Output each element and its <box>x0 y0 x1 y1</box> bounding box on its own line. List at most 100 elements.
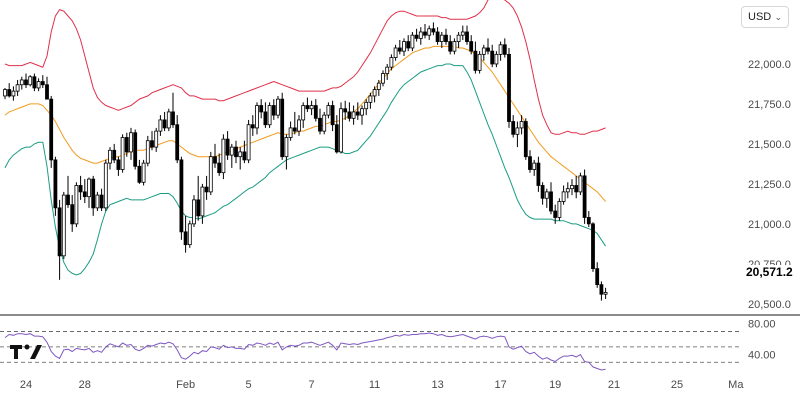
candle <box>49 95 54 168</box>
candle <box>259 99 264 119</box>
candle <box>61 191 66 260</box>
candle <box>439 31 444 48</box>
currency-select[interactable]: USD ⌄ <box>741 6 789 28</box>
candle <box>490 44 495 68</box>
candle-body-up <box>364 101 369 110</box>
candle <box>502 38 507 58</box>
candle-body-down <box>313 105 318 119</box>
candle <box>343 100 348 120</box>
candle <box>469 35 474 55</box>
candle <box>528 150 532 173</box>
candle-body-down <box>523 121 528 158</box>
candle-body-down <box>171 111 175 126</box>
candle <box>355 102 360 120</box>
candle <box>19 76 24 90</box>
candle <box>549 182 553 215</box>
candle <box>591 222 595 272</box>
time-tick-label: 7 <box>309 379 315 391</box>
candle <box>460 25 465 40</box>
price-tick-label: 22,000.0 <box>748 59 791 71</box>
candle-body-up <box>95 194 100 209</box>
candle <box>124 132 129 157</box>
candle <box>532 159 537 176</box>
candle-body-down <box>175 124 180 161</box>
candle <box>406 35 411 52</box>
candle <box>326 102 331 119</box>
candle-body-up <box>557 201 562 218</box>
candle <box>448 35 453 55</box>
candle-body-up <box>322 114 327 132</box>
candle-body-down <box>24 79 28 86</box>
candle <box>397 39 402 55</box>
candle <box>53 156 58 216</box>
candle-body-down <box>66 194 70 206</box>
candle <box>351 105 356 125</box>
candle <box>376 79 381 96</box>
candle <box>498 41 503 61</box>
candle-body-up <box>11 90 16 97</box>
time-axis: 24 28 Feb 5 7 11 13 17 19 21 25 Ma <box>20 379 744 391</box>
candle-body-up <box>158 119 163 132</box>
bb-lower-line <box>4 63 607 276</box>
candle-body-down <box>204 186 209 193</box>
price-tick-label: 21,000.0 <box>748 219 791 231</box>
candle <box>103 159 108 212</box>
candle <box>301 102 306 128</box>
candle <box>477 51 482 74</box>
candle-body-down <box>397 47 402 52</box>
candle <box>242 140 247 164</box>
candle-body-down <box>32 76 37 89</box>
candle <box>7 83 12 98</box>
candle <box>66 175 70 208</box>
candle-body-down <box>414 34 419 39</box>
candle-body-down <box>292 127 297 132</box>
candle-body-down <box>225 138 230 156</box>
candle <box>368 92 373 109</box>
candle <box>603 287 608 300</box>
candle <box>389 54 394 71</box>
candle <box>129 127 133 160</box>
candle-body-up <box>309 105 314 110</box>
candle <box>452 38 457 55</box>
candle-body-down <box>591 223 595 270</box>
candle-body-up <box>103 162 108 209</box>
candle-body-up <box>381 73 385 84</box>
candle-body-down <box>528 156 532 170</box>
candle <box>402 38 406 56</box>
candle-body-down <box>435 31 440 42</box>
candle-body-down <box>347 111 352 119</box>
candle-body-down <box>242 151 247 161</box>
candle-body-down <box>150 140 154 148</box>
candle-body-up <box>339 108 343 153</box>
candle-body-up <box>19 79 24 86</box>
rsi-line <box>4 332 606 371</box>
tradingview-logo[interactable] <box>10 342 44 362</box>
candle-body-down <box>133 132 138 167</box>
candle-body-up <box>481 47 486 55</box>
candle-body-down <box>78 185 83 193</box>
candle <box>183 215 188 253</box>
candle <box>313 99 318 122</box>
candle <box>557 198 562 221</box>
candle-body-down <box>183 231 188 246</box>
candle <box>36 78 41 92</box>
candle-body-down <box>124 137 129 153</box>
candle-body-up <box>28 76 33 86</box>
candle-body-up <box>515 127 520 135</box>
candle <box>410 31 415 52</box>
candle-body-down <box>49 98 54 161</box>
time-tick-label: 13 <box>431 379 443 391</box>
candle <box>271 99 276 120</box>
candle-body-up <box>301 105 306 121</box>
candle <box>246 119 251 164</box>
candle <box>238 147 243 170</box>
candle <box>175 115 180 164</box>
candle-body-down <box>465 31 469 42</box>
time-tick-label: 24 <box>20 379 32 391</box>
candle <box>414 28 419 42</box>
candle <box>486 38 490 55</box>
time-tick-label: 19 <box>549 379 561 391</box>
candle <box>179 156 184 240</box>
candle-body-up <box>519 121 524 129</box>
